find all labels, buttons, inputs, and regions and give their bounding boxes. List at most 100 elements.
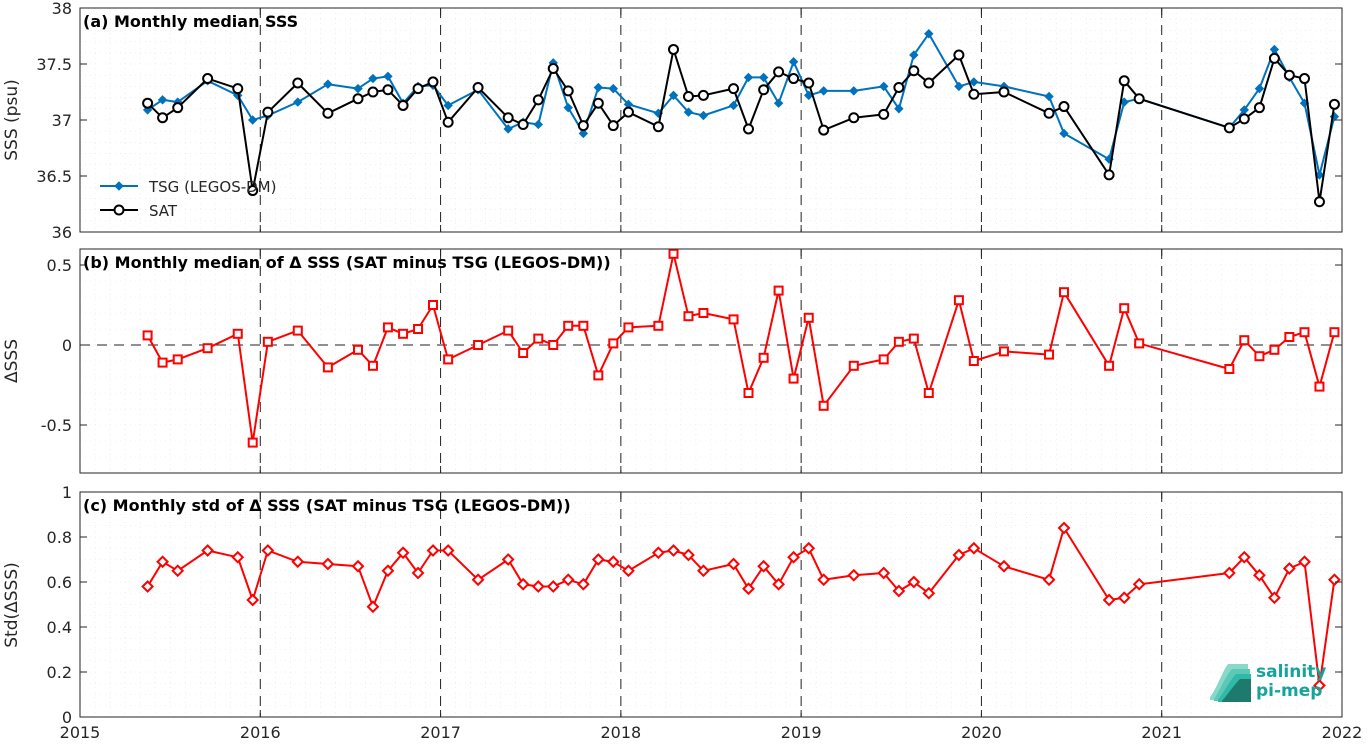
data-point (922, 586, 936, 600)
data-point (366, 600, 380, 614)
data-point (367, 360, 378, 371)
data-point (471, 573, 485, 587)
data-point (952, 548, 966, 562)
data-point (231, 550, 245, 564)
data-point (202, 73, 214, 85)
logo-text-salinity: salinity (1256, 662, 1326, 682)
data-point (1254, 83, 1265, 94)
y-tick-label: 1 (62, 483, 72, 502)
data-point (1043, 107, 1055, 119)
data-point (156, 555, 169, 569)
data-point (1283, 69, 1295, 81)
data-point (652, 121, 664, 133)
data-point (441, 544, 455, 557)
data-point (908, 333, 919, 344)
data-point (1132, 577, 1146, 591)
y-tick-label: 37 (52, 111, 72, 130)
data-point (262, 106, 274, 118)
data-point (578, 320, 589, 331)
data-point (411, 566, 425, 580)
panel-c-x-ticks: 2015 2016 2017 2018 2019 2020 2021 2022 (60, 492, 1363, 742)
panel-a-y-ticks: 36 36.5 37 37.5 38 (36, 0, 1343, 242)
data-point (561, 573, 575, 587)
data-point (426, 544, 440, 557)
data-point (1224, 364, 1235, 374)
data-point (396, 546, 410, 560)
data-point (727, 557, 740, 571)
panel-a-series (142, 29, 1340, 208)
data-point (788, 73, 800, 85)
data-point (201, 544, 215, 557)
data-point (382, 322, 393, 333)
data-point (593, 370, 604, 381)
data-point (998, 346, 1009, 357)
data-point (171, 564, 185, 578)
data-point (683, 107, 694, 117)
data-point (577, 120, 589, 132)
data-point (818, 400, 829, 411)
data-point (142, 97, 154, 109)
data-point (352, 93, 364, 105)
data-point (742, 582, 755, 596)
data-point (1329, 327, 1340, 338)
data-point (773, 66, 785, 78)
panel-c-monthly-std-delta-sss: 00.20.40.60.81 2015 2016 2017 2018 2019 2020 2… (2, 483, 1362, 742)
data-point (1102, 593, 1116, 607)
data-point (667, 544, 680, 557)
data-point (172, 354, 183, 365)
data-point (668, 248, 679, 259)
data-point (547, 62, 559, 74)
data-point (1134, 338, 1145, 349)
data-point (1058, 287, 1069, 298)
data-point (563, 320, 574, 331)
series-line-a-1 (146, 48, 1336, 203)
data-point (576, 577, 590, 591)
data-point (1059, 128, 1069, 139)
data-point (518, 348, 529, 358)
data-point (1313, 679, 1326, 692)
data-point (697, 89, 709, 101)
y-tick-label: 38 (52, 0, 72, 18)
legend-sat-marker (113, 204, 125, 216)
data-point (232, 83, 244, 95)
panel-b-y-ticks: -0.5 0 0.5 (41, 249, 1343, 473)
x-tick-label: 2015 (60, 723, 101, 742)
data-point (531, 580, 545, 593)
data-point (1313, 196, 1325, 208)
y-tick-label: 0.4 (47, 618, 72, 637)
data-point (293, 97, 303, 107)
panel-c-y-ticks: 0 0.2 0.4 0.6 0.8 1 (47, 483, 1342, 727)
data-point (141, 580, 155, 593)
data-point (412, 83, 424, 95)
panel-b-y-axis-label: ΔSSS (2, 339, 22, 383)
data-point (443, 354, 454, 365)
panel-b-frame (79, 248, 1343, 474)
data-point (893, 336, 904, 347)
y-tick-label: 0.8 (47, 528, 72, 547)
x-tick-label: 2022 (1322, 723, 1363, 742)
data-point (1133, 93, 1145, 105)
panel-a-monthly-median-sss: 36 36.5 37 37.5 38 (a) Monthly median SSS SS… (2, 0, 1343, 242)
panel-b-title: (b) Monthly median of Δ SSS (SAT minus T… (83, 253, 611, 272)
data-point (368, 73, 378, 84)
data-point (953, 295, 964, 306)
data-point (367, 86, 379, 98)
data-point (1223, 122, 1235, 134)
y-tick-label: 36 (52, 223, 72, 242)
data-point (698, 308, 709, 318)
data-point (728, 83, 740, 95)
data-point (592, 97, 604, 109)
data-point (878, 108, 890, 120)
data-point (1057, 521, 1071, 535)
data-point (728, 100, 739, 111)
data-point (878, 354, 889, 365)
data-point (1239, 335, 1250, 346)
data-point (578, 128, 589, 139)
data-point (533, 333, 544, 344)
panel-c-series (141, 521, 1341, 692)
data-point (533, 119, 543, 130)
data-point (969, 77, 979, 87)
data-point (743, 388, 754, 398)
data-point (548, 340, 559, 350)
